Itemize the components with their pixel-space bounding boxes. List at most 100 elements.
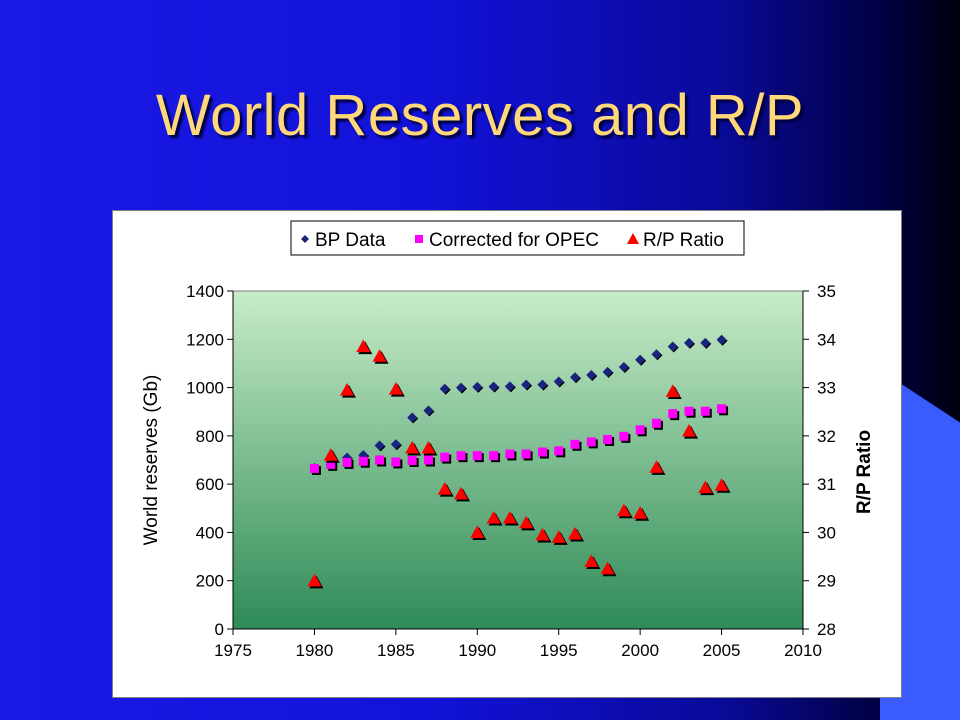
rp-ratio-point (535, 527, 550, 541)
rp-ratio-point (372, 349, 387, 362)
opec-corrected-point (342, 457, 352, 467)
y-tick-label: 800 (196, 427, 224, 446)
opec-corrected-point (537, 447, 547, 457)
y2-axis-title: R/P Ratio (854, 430, 875, 514)
bp-data-point (700, 337, 711, 348)
rp-ratio-point (405, 440, 420, 454)
opec-corrected-point (505, 449, 515, 459)
bp-data-point (407, 412, 418, 423)
opec-corrected-point (309, 463, 319, 473)
y2-tick-label: 35 (817, 282, 836, 301)
rp-ratio-point (649, 460, 664, 473)
bp-data-point (602, 366, 613, 377)
rp-ratio-point (502, 510, 517, 524)
chart-frame: 1975 1980 1985 1990 1995 2000 2005 2010 0 200 400 6… (112, 210, 902, 698)
bp-data-point (423, 405, 434, 416)
bp-data-point (651, 349, 662, 360)
opec-corrected-point (586, 437, 596, 447)
legend-bp-data-marker (301, 235, 309, 243)
y-tick-label: 600 (196, 475, 224, 494)
rp-ratio-point (568, 526, 582, 540)
x-tick-label: 1980 (296, 641, 334, 660)
x-tick-label: 2000 (621, 641, 659, 660)
x-tick-label: 1975 (214, 641, 252, 660)
bp-data-point (472, 381, 483, 392)
bp-data-point (586, 370, 597, 381)
opec-corrected-point (619, 431, 629, 441)
rp-ratio-point (486, 510, 501, 524)
x-tick-label: 1990 (458, 641, 496, 660)
y2-tick-label: 32 (817, 427, 836, 446)
y2-tick-label: 34 (817, 330, 836, 349)
legend-opec-corrected-marker (415, 235, 423, 243)
opec-corrected-point (521, 449, 531, 459)
rp-ratio-point (698, 480, 713, 494)
bp-data-point (537, 379, 548, 390)
y-tick-label: 1400 (186, 282, 224, 301)
y-tick-label: 0 (215, 620, 224, 639)
opec-corrected-point (700, 406, 710, 416)
rp-ratio-point (454, 486, 468, 500)
opec-corrected-point (375, 455, 385, 465)
rp-ratio-point (388, 382, 403, 395)
legend-box (290, 220, 745, 256)
x-tick-label: 1985 (377, 641, 415, 660)
bp-data-point (439, 383, 450, 394)
plot-area (232, 290, 804, 630)
rp-ratio-point (665, 384, 680, 398)
rp-ratio-point (356, 339, 371, 353)
bp-data-point (374, 440, 385, 451)
opec-corrected-point (570, 439, 580, 449)
bp-data-point (504, 381, 515, 392)
rp-ratio-point (437, 481, 452, 495)
y-tick-label: 1200 (186, 330, 224, 349)
legend-label-1: BP Data (315, 230, 386, 251)
rp-ratio-point (714, 478, 729, 491)
opec-corrected-point (668, 409, 678, 419)
rp-ratio-point (633, 506, 648, 519)
opec-corrected-point (326, 459, 336, 469)
x-tick-label: 2005 (703, 641, 741, 660)
opec-corrected-point (684, 406, 694, 416)
rp-ratio-point (307, 573, 322, 587)
opec-corrected-point (554, 446, 564, 456)
bp-data-point (390, 439, 401, 450)
opec-corrected-point (391, 457, 401, 467)
opec-corrected-point (358, 456, 368, 466)
legend-label-3: R/P Ratio (643, 230, 724, 251)
rp-ratio-point (519, 515, 534, 529)
y-tick-label: 200 (196, 572, 224, 591)
opec-corrected-point (440, 452, 450, 462)
opec-corrected-point (407, 455, 417, 465)
y-tick-label: 1000 (186, 379, 224, 398)
x-tick-label: 2010 (784, 641, 822, 660)
rp-ratio-point (323, 448, 338, 461)
reserves-scatter-chart: 1975 1980 1985 1990 1995 2000 2005 2010 0 200 400 6… (141, 220, 875, 660)
bp-data-point (684, 337, 694, 348)
bp-data-point (553, 376, 564, 387)
slide-title: World Reserves and R/P (155, 83, 805, 148)
opec-corrected-point (423, 455, 433, 465)
y-axis-title: World reserves (Gb) (141, 375, 162, 546)
rp-ratio-point (470, 525, 485, 539)
opec-corrected-point (472, 451, 482, 461)
y-tick-label: 400 (196, 523, 224, 542)
x-tick-label: 1995 (540, 641, 578, 660)
rp-ratio-point (600, 561, 615, 575)
bp-data-point (521, 379, 532, 390)
legend-label-2: Corrected for OPEC (429, 230, 599, 251)
bp-data-point (456, 382, 466, 393)
legend-rp-ratio-marker (627, 233, 639, 244)
rp-ratio-point (616, 503, 631, 517)
y2-tick-label: 30 (817, 523, 836, 542)
opec-corrected-point (489, 451, 499, 461)
rp-ratio-point (682, 424, 696, 437)
bp-data-point (488, 381, 499, 392)
rp-ratio-point (551, 530, 566, 543)
rp-ratio-point (340, 382, 354, 396)
opec-corrected-point (603, 434, 613, 444)
y2-tick-label: 33 (817, 379, 836, 398)
opec-corrected-point (651, 418, 661, 428)
bp-data-point (570, 372, 580, 383)
y2-tick-label: 29 (817, 572, 836, 591)
